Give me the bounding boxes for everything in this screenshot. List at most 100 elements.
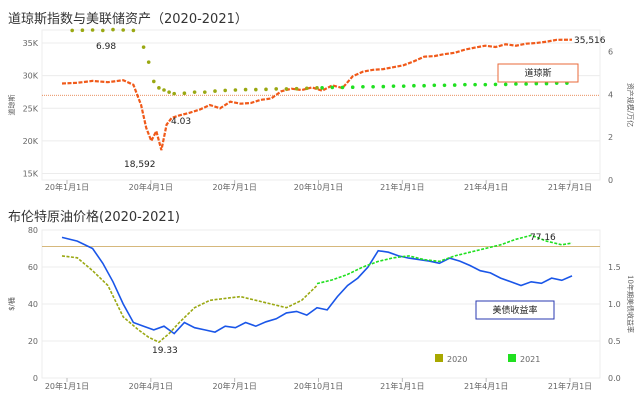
c1-series-美联储资产_2020-point (146, 60, 151, 64)
chart2-title: 布伦特原油价格(2020-2021) (8, 210, 181, 225)
c2-series-原油_2021-line (316, 234, 573, 285)
c1-series-美联储资产_2020-point (101, 28, 105, 33)
c1-ytick-left: 20K (23, 137, 39, 146)
c1-series-美联储资产_2020-point (157, 86, 161, 90)
c1-series-美联储资产_2021-point (361, 84, 365, 89)
c1-series-美联储资产_2021-point (503, 82, 508, 87)
c2-ytick-left: 0 (33, 374, 38, 383)
c1-legend-box-label: 道琼斯 (524, 67, 551, 79)
c1-series-美联储资产_2021-point (452, 83, 457, 87)
c1-series-美联储资产_2020-point (182, 91, 187, 96)
c1-series-美联储资产_2020-point (294, 86, 299, 91)
c1-series-美联储资产_2021-point (524, 82, 528, 86)
c2-legend-box-label: 美债收益率 (492, 304, 537, 316)
c2-xtick-label: 21年4月1日 (464, 381, 508, 391)
c1-xtick-label: 21年4月1日 (464, 182, 508, 192)
c2-ytick-right: 1.0 (608, 300, 621, 309)
c1-series-美联储资产_2020-point (141, 45, 146, 49)
c1-series-美联储资产_2021-point (493, 82, 498, 87)
c2-xtick-label: 20年7月1日 (212, 381, 256, 391)
c1-annotation-peak-assets: 6.98 (96, 42, 116, 52)
c1-series-美联储资产_2021-point (401, 84, 406, 88)
c1-series-美联储资产_2021-point (442, 83, 447, 88)
c1-ytick-right: 2 (608, 133, 613, 142)
c1-series-美联储资产_2020-point (90, 28, 95, 32)
c1-ylabel-right: 资产规模/万亿 (626, 83, 635, 127)
c1-series-美联储资产_2020-point (121, 28, 125, 32)
c1-series-美联储资产_2020-point (162, 88, 166, 92)
c2-ytick-left: 80 (28, 226, 38, 235)
c1-legend-box (497, 63, 579, 83)
c1-series-美联储资产_2020-point (192, 90, 197, 94)
c1-series-美联储资产_2021-point (544, 81, 549, 86)
c2-xtick-label: 20年10月1日 (294, 381, 343, 391)
c1-series-美联储资产_2021-point (473, 82, 477, 87)
c2-series-原油_2020-line (61, 255, 318, 344)
c1-series-美联储资产_2020-point (131, 28, 136, 33)
c1-ytick-left: 25K (23, 104, 39, 113)
c1-series-美联储资产_2021-point (463, 82, 467, 87)
c2-ylabel-right: 10年期美债收益率 (626, 275, 635, 333)
c2-legend-label-2020: 2020 (447, 355, 467, 364)
c2-legend-swatch-2020 (435, 354, 443, 362)
c1-xtick-label: 21年7月1日 (548, 182, 592, 192)
c2-legend-swatch-2021 (508, 354, 516, 362)
c2-annotation-oil-high: 77.16 (530, 233, 556, 243)
c1-series-美联储资产_2020-point (213, 89, 217, 93)
c1-ytick-left: 35K (23, 39, 39, 48)
c1-series-美联储资产_2021-point (432, 83, 437, 88)
c1-series-美联储资产_2020-point (305, 86, 309, 91)
c2-xtick-label: 21年1月1日 (380, 381, 424, 391)
c2-series-美债收益率-line (61, 236, 573, 335)
c1-ylabel-left: 道琼斯 (7, 95, 16, 116)
c1-series-美联储资产_2020-point (264, 87, 268, 92)
c1-ytick-right: 4 (608, 90, 613, 99)
c1-series-美联储资产_2021-point (514, 82, 518, 86)
c1-series-美联储资产_2021-point (330, 85, 335, 90)
c1-series-美联储资产_2020-point (167, 90, 171, 94)
c1-xtick-label: 20年1月1日 (45, 182, 89, 192)
c2-ylabel-left: $/桶 (7, 297, 16, 311)
c1-series-美联储资产_2021-point (391, 84, 396, 88)
c1-series-美联储资产_2021-point (412, 83, 416, 88)
c1-series-美联储资产_2020-point (172, 91, 176, 96)
c2-annotation-oil-low: 19.33 (152, 346, 178, 356)
c2-ytick-right: 0.5 (608, 337, 621, 346)
c2-xtick-label: 20年1月1日 (45, 381, 89, 391)
c1-series-美联储资产_2020-point (243, 87, 248, 92)
c1-series-美联储资产_2020-point (315, 86, 319, 90)
c1-series-美联储资产_2020-point (274, 87, 279, 91)
c1-series-美联储资产_2021-point (534, 81, 539, 86)
c2-ytick-left: 60 (28, 263, 38, 272)
c1-series-美联储资产_2020-point (284, 87, 289, 91)
c1-xtick-label: 21年1月1日 (380, 182, 424, 192)
c1-series-美联储资产_2021-point (350, 85, 355, 90)
c1-series-美联储资产_2020-point (233, 88, 238, 92)
c2-ytick-left: 20 (28, 337, 38, 346)
c1-ytick-right: 0 (608, 176, 613, 185)
c1-ytick-right: 6 (608, 47, 613, 56)
c2-legend-label-2021: 2021 (520, 355, 540, 364)
c1-series-美联储资产_2020-point (111, 27, 115, 32)
c1-series-美联储资产_2020-point (80, 28, 85, 33)
c1-xtick-label: 20年4月1日 (129, 182, 173, 192)
c1-series-美联储资产_2021-point (320, 86, 324, 90)
c1-annotation-asset-low: 4.03 (171, 117, 191, 127)
c1-plot-frame (41, 29, 601, 181)
c1-series-美联储资产_2020-point (203, 90, 207, 94)
c1-annotation-dow-low: 18,592 (124, 160, 156, 170)
c1-series-美联储资产_2020-point (70, 28, 74, 33)
c1-series-美联储资产_2021-point (340, 85, 345, 90)
c1-series-美联储资产_2020-point (152, 79, 156, 84)
c1-annotation-dow-high: 35,516 (574, 36, 606, 46)
c2-xtick-label: 20年4月1日 (129, 381, 173, 391)
c1-ytick-left: 15K (23, 169, 39, 178)
c1-xtick-label: 20年10月1日 (294, 182, 343, 192)
chart1-title: 道琼斯指数与美联储资产（2020-2021） (8, 12, 248, 27)
c2-ytick-left: 40 (28, 300, 38, 309)
c1-series-美联储资产_2021-point (371, 84, 375, 89)
c2-legend-box (475, 300, 555, 320)
c1-series-美联储资产_2021-point (422, 83, 426, 88)
c2-xtick-label: 21年7月1日 (548, 381, 592, 391)
c1-ytick-left: 30K (23, 72, 39, 81)
